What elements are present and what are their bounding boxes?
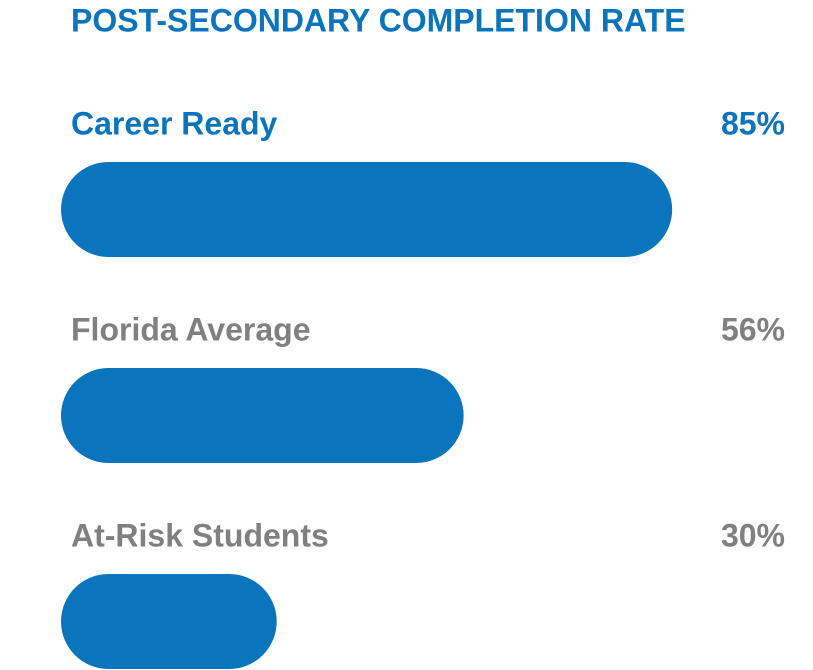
category-label: Career Ready	[71, 105, 278, 141]
bar	[61, 368, 464, 463]
chart-title: POST-SECONDARY COMPLETION RATE	[71, 2, 686, 38]
category-label: Florida Average	[71, 311, 310, 347]
category-label: At-Risk Students	[71, 517, 329, 553]
value-label: 56%	[721, 311, 785, 347]
value-label: 85%	[721, 105, 785, 141]
bar	[61, 574, 277, 669]
bar	[61, 162, 673, 257]
value-label: 30%	[721, 517, 785, 553]
